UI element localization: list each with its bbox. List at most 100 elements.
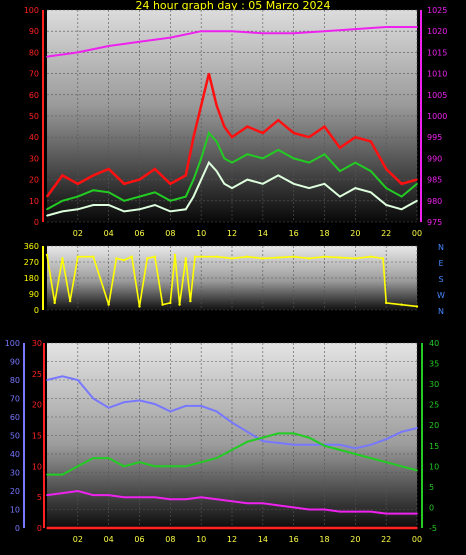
wind-point: [61, 174, 64, 177]
wind-point: [400, 183, 403, 185]
left-tick-label: 360: [24, 242, 39, 251]
right-tick-label: 20: [429, 421, 439, 430]
wind-point: [192, 136, 195, 138]
gust-series: [46, 160, 418, 217]
humidity-tick-label: 30: [10, 469, 20, 478]
direction-point: [292, 255, 295, 258]
right-tick-label: 40: [429, 339, 439, 348]
right-tick-label: 0: [429, 503, 434, 512]
humidity-point: [231, 421, 233, 424]
right-tick-label: -5: [429, 524, 437, 533]
direction-point: [92, 255, 95, 258]
direction-point: [45, 253, 49, 257]
compass-label: N: [438, 307, 444, 316]
direction-point: [107, 303, 110, 306]
humidity-point: [354, 447, 357, 450]
direction-point: [400, 303, 403, 306]
speed-point: [339, 170, 341, 172]
gust-point: [61, 210, 64, 213]
direction-point: [153, 255, 157, 258]
time-tick-label: 12: [227, 229, 237, 238]
left-tick-label: 0: [34, 306, 39, 315]
temp_out-point: [323, 444, 326, 447]
time-tick-label: 16: [289, 229, 299, 238]
speed-point: [369, 170, 372, 172]
wind-point: [339, 147, 341, 149]
pressure-point: [200, 30, 202, 32]
temp_out-series: [46, 432, 418, 476]
direction-point: [230, 257, 234, 260]
right-tick-label: 25: [429, 401, 439, 410]
direction-point: [277, 256, 280, 259]
humidity-point: [61, 375, 64, 378]
speed-point: [323, 153, 326, 155]
temp_out-point: [262, 436, 264, 439]
gust-point: [200, 178, 202, 181]
time-tick-label: 14: [258, 229, 268, 238]
speed-point: [223, 157, 226, 160]
gust-point: [323, 183, 326, 185]
humidity-tick-label: 20: [10, 487, 20, 496]
pressure-point: [107, 45, 110, 47]
left-tick-label: 50: [29, 112, 39, 121]
pressure-point: [292, 32, 295, 35]
time-tick-label: 04: [104, 229, 114, 238]
pressure-point: [77, 51, 79, 54]
direction-line: [46, 254, 418, 308]
gust-point: [154, 204, 156, 206]
gust-point: [400, 208, 403, 211]
time-tick-label: 18: [319, 535, 329, 544]
direction-point: [193, 255, 197, 258]
speed-point: [262, 157, 264, 160]
speed-point: [400, 195, 403, 198]
wind-line: [45, 73, 418, 198]
direction-point: [130, 255, 133, 258]
gust-point: [192, 195, 195, 198]
humidity-point: [77, 379, 79, 381]
humidity-point: [262, 440, 264, 442]
dew-point: [184, 498, 187, 501]
dew-point: [200, 496, 202, 498]
temp_out-point: [92, 457, 95, 459]
humidity-point: [292, 443, 295, 446]
gust-point: [92, 204, 95, 206]
right-tick-label: 980: [427, 197, 442, 206]
temp_out-point: [400, 465, 403, 468]
humidity-point: [308, 443, 310, 446]
right-tick-label: 1000: [427, 112, 447, 121]
red-tick-label: 5: [37, 493, 42, 502]
red-tick-label: 10: [32, 462, 42, 471]
gust-point: [215, 170, 218, 172]
speed-point: [208, 132, 210, 134]
right-tick-label: 1020: [427, 27, 447, 36]
time-tick-label: 12: [227, 535, 237, 544]
left-tick-label: 30: [29, 154, 39, 163]
wind-point: [354, 136, 357, 138]
direction-point: [178, 303, 181, 306]
rain-point: [46, 527, 48, 529]
gust-point: [354, 187, 357, 189]
humidity-point: [154, 403, 156, 405]
humidity-tick-label: 50: [10, 432, 20, 441]
dew-point: [107, 494, 110, 496]
left-tick-label: 10: [29, 197, 39, 206]
wind-point: [369, 140, 372, 143]
gust-point: [231, 187, 233, 189]
red-tick-label: 30: [32, 339, 42, 348]
gust-point: [46, 214, 48, 217]
compass-label: S: [438, 275, 443, 284]
humidity-point: [123, 401, 125, 404]
compass-label: N: [438, 243, 444, 252]
gust-point: [339, 195, 341, 198]
compass-label: E: [438, 259, 443, 268]
right-tick-label: 1025: [427, 6, 447, 15]
direction-point: [384, 301, 388, 305]
time-tick-label: 10: [196, 535, 206, 544]
direction-point: [61, 257, 64, 260]
direction-point: [161, 303, 164, 306]
temp_out-point: [277, 432, 280, 435]
dew-point: [308, 508, 310, 511]
pressure-point: [262, 32, 264, 35]
direction-point: [146, 257, 149, 260]
direction-point: [189, 299, 192, 303]
